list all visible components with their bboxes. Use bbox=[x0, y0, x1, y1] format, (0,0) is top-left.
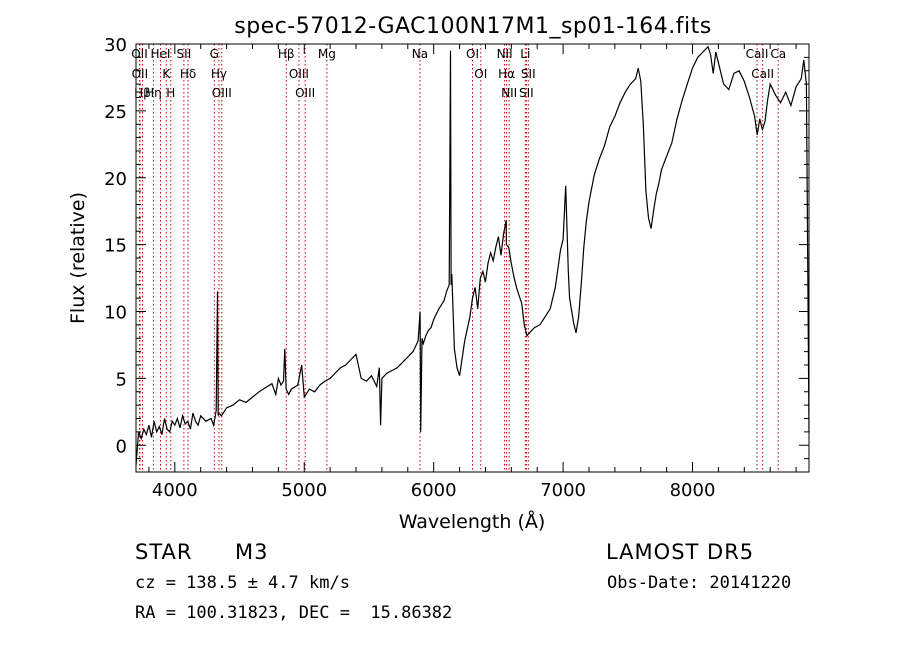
y-axis: 0 5 10 15 20 25 30 bbox=[104, 35, 809, 460]
y-tick-label: 5 bbox=[116, 369, 127, 390]
line-label: OII bbox=[132, 67, 149, 81]
object-class: STAR bbox=[135, 540, 193, 564]
y-tick-label: 25 bbox=[104, 102, 127, 123]
x-tick-label: 6000 bbox=[411, 480, 457, 501]
chart-title: spec-57012-GAC100N17M1_sp01-164.fits bbox=[234, 14, 712, 39]
y-tick-label: 10 bbox=[104, 303, 127, 324]
x-tick-label: 7000 bbox=[540, 480, 586, 501]
line-label: G bbox=[210, 47, 219, 61]
line-label: NII bbox=[501, 86, 517, 100]
line-label: Hβ bbox=[278, 47, 295, 61]
line-label: CaII bbox=[746, 47, 769, 61]
y-tick-label: 30 bbox=[104, 35, 127, 56]
line-label: Hβ bbox=[134, 86, 151, 100]
object-subclass: M3 bbox=[235, 540, 269, 564]
line-label: HeI bbox=[150, 47, 170, 61]
observation-date: Obs-Date: 20141220 bbox=[607, 573, 792, 593]
line-label: Mg bbox=[318, 47, 336, 61]
line-label: OI bbox=[466, 47, 479, 61]
line-label: SII bbox=[177, 47, 192, 61]
line-label: Hδ bbox=[180, 67, 196, 81]
line-label: OIII bbox=[212, 86, 232, 100]
y-axis-label: Flux (relative) bbox=[67, 192, 89, 324]
y-tick-label: 0 bbox=[116, 436, 127, 457]
emission-line-markers bbox=[138, 44, 779, 472]
y-tick-label: 15 bbox=[104, 236, 127, 257]
line-label: SII bbox=[519, 86, 534, 100]
y-tick-label: 20 bbox=[104, 169, 127, 190]
line-label: Ca bbox=[770, 47, 786, 61]
line-label: CaII bbox=[751, 67, 774, 81]
x-tick-label: 8000 bbox=[670, 480, 716, 501]
ra-dec-coordinates: RA = 100.31823, DEC = 15.86382 bbox=[135, 603, 453, 623]
x-axis-label: Wavelength (Å) bbox=[399, 510, 546, 533]
survey-name: LAMOST DR5 bbox=[606, 540, 755, 564]
spectrum-line bbox=[135, 45, 810, 466]
line-label: H bbox=[166, 86, 175, 100]
line-label: Na bbox=[412, 47, 428, 61]
redshift-velocity: cz = 138.5 ± 4.7 km/s bbox=[135, 573, 350, 593]
line-label: Hα bbox=[498, 67, 515, 81]
line-label: OII bbox=[131, 47, 148, 61]
x-tick-label: 5000 bbox=[281, 480, 327, 501]
line-label: OIII bbox=[295, 86, 315, 100]
line-label: NII bbox=[497, 47, 513, 61]
line-label: OI bbox=[474, 67, 487, 81]
line-label: Li bbox=[520, 47, 530, 61]
line-label: SII bbox=[521, 67, 536, 81]
line-label: Hη bbox=[145, 86, 162, 100]
x-axis: 4000 5000 6000 7000 8000 bbox=[148, 44, 797, 501]
x-tick-label: 4000 bbox=[152, 480, 198, 501]
line-label: Hγ bbox=[211, 67, 227, 81]
line-label: K bbox=[162, 67, 171, 81]
line-label: OIII bbox=[289, 67, 309, 81]
